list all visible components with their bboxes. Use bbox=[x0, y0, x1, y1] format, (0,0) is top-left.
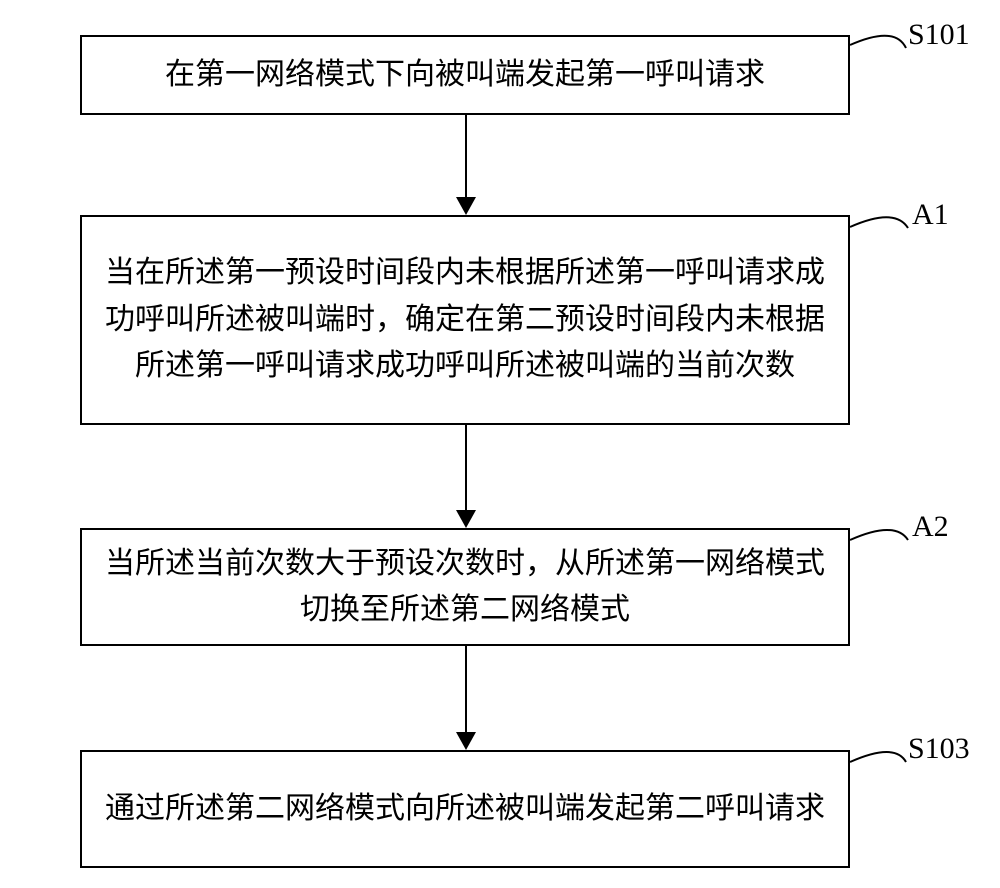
label-connector bbox=[846, 738, 910, 766]
label-connector bbox=[846, 21, 910, 52]
label-connector bbox=[846, 203, 912, 232]
flow-node-s103: 通过所述第二网络模式向所述被叫端发起第二呼叫请求 bbox=[80, 750, 850, 868]
flow-arrow bbox=[465, 646, 467, 732]
flow-arrow bbox=[465, 425, 467, 510]
flow-node-a2: 当所述当前次数大于预设次数时，从所述第一网络模式切换至所述第二网络模式 bbox=[80, 528, 850, 646]
flow-node-s101: 在第一网络模式下向被叫端发起第一呼叫请求 bbox=[80, 35, 850, 115]
flow-node-text: 当在所述第一预设时间段内未根据所述第一呼叫请求成功呼叫所述被叫端时，确定在第二预… bbox=[100, 250, 830, 390]
flow-node-text: 当所述当前次数大于预设次数时，从所述第一网络模式切换至所述第二网络模式 bbox=[100, 541, 830, 634]
arrow-head-icon bbox=[456, 732, 476, 750]
flow-node-text: 在第一网络模式下向被叫端发起第一呼叫请求 bbox=[100, 52, 830, 99]
step-label-s101: S101 bbox=[908, 18, 970, 52]
flow-node-text: 通过所述第二网络模式向所述被叫端发起第二呼叫请求 bbox=[100, 786, 830, 833]
step-label-s103: S103 bbox=[908, 732, 970, 766]
step-label-a2: A2 bbox=[912, 510, 949, 544]
flow-arrow bbox=[465, 115, 467, 197]
flow-node-a1: 当在所述第一预设时间段内未根据所述第一呼叫请求成功呼叫所述被叫端时，确定在第二预… bbox=[80, 215, 850, 425]
arrow-head-icon bbox=[456, 510, 476, 528]
flowchart-canvas: 在第一网络模式下向被叫端发起第一呼叫请求 S101 当在所述第一预设时间段内未根… bbox=[0, 0, 1000, 888]
step-label-a1: A1 bbox=[912, 198, 949, 232]
arrow-head-icon bbox=[456, 197, 476, 215]
label-connector bbox=[846, 516, 912, 544]
